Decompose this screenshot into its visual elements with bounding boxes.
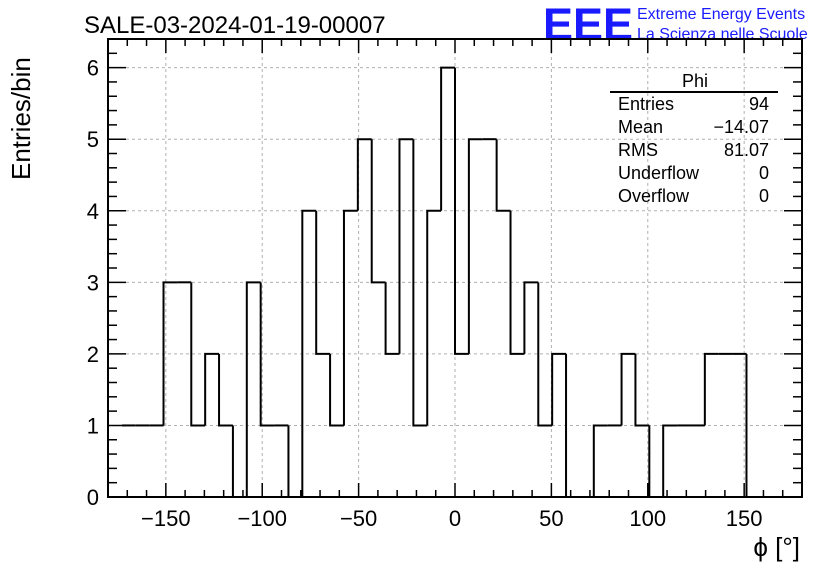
chart-title: SALE-03-2024-01-19-00007 [84,12,386,39]
x-tick-label: 100 [629,506,666,531]
tick-labels: −150 −100 −50 0 50 100 150 0 1 2 3 4 5 6 [87,56,763,531]
histogram-bin [259,282,275,427]
stats-row-label: Entries [618,94,674,114]
histogram-bin [648,425,664,498]
y-tick-label: 0 [87,485,99,510]
stats-row-label: Mean [618,117,663,137]
x-tick-label: 50 [539,506,563,531]
x-tick-label: −50 [340,506,377,531]
stats-rows: Entries 94 Mean −14.07 RMS 81.07 Underflow 0 Ove… [618,94,769,206]
histogram-bin [342,209,358,426]
histogram-bin [190,282,206,427]
histogram-bin [703,352,719,426]
x-tick-label: −100 [237,506,287,531]
y-tick-label: 2 [87,342,99,367]
x-tick-label: −150 [141,506,191,531]
x-tick-label: 150 [726,506,763,531]
histogram-bin [329,353,344,427]
stats-box: Phi Entries 94 Mean −14.07 RMS 81.07 Underflow… [610,71,778,206]
stats-row-value: 0 [759,186,769,206]
stats-row-value: 94 [749,94,769,114]
x-tick-label: 0 [449,506,461,531]
y-tick-label: 5 [87,127,99,152]
y-tick-label: 3 [87,270,99,295]
stats-row-value: 0 [759,163,769,183]
histogram-bin [537,282,553,427]
logo-mark: EEE [543,0,633,50]
histogram-bin [162,281,178,426]
histogram-bin [523,281,539,354]
histogram-bin [231,425,247,498]
axis-ticks [108,38,802,498]
histogram-bin [398,138,414,354]
histogram-bin [495,139,511,212]
y-tick-label: 1 [87,413,99,438]
histogram-bin [301,209,317,497]
histogram-bin [218,353,233,427]
histogram-bin [204,352,220,426]
histogram-bin [551,352,567,426]
histogram-bin [384,282,400,355]
histogram-bin [370,139,386,284]
histogram-series [121,66,761,498]
histogram-bin [440,66,455,211]
histogram-bin [315,210,331,355]
y-tick-label: 6 [87,56,99,81]
histogram-bin [662,424,678,497]
histogram-bin [592,424,608,497]
histogram-bin [412,139,428,427]
histogram-bin [426,209,442,426]
histogram-bin [620,352,636,426]
stats-row-label: Underflow [618,163,700,183]
stats-row-label: RMS [618,140,658,160]
histogram-bin [454,67,469,355]
logo-line1: Extreme Energy Events [637,6,805,23]
stats-row-value: 81.07 [724,140,769,160]
histogram-bin [356,138,372,211]
y-tick-label: 4 [87,199,99,224]
histogram-bin [509,210,525,355]
stats-title: Phi [682,71,708,91]
histogram-bin [287,425,303,498]
eee-logo: EEE Extreme Energy Events La Scienza nel… [543,0,808,50]
histogram-bin [245,281,261,497]
histogram-bin [634,353,650,427]
stats-row-label: Overflow [618,186,690,206]
stats-row-value: −14.07 [713,117,769,137]
x-axis-label: ϕ [°] [753,532,800,562]
y-axis-label: Entries/bin [6,57,36,180]
histogram-bin [467,138,483,354]
